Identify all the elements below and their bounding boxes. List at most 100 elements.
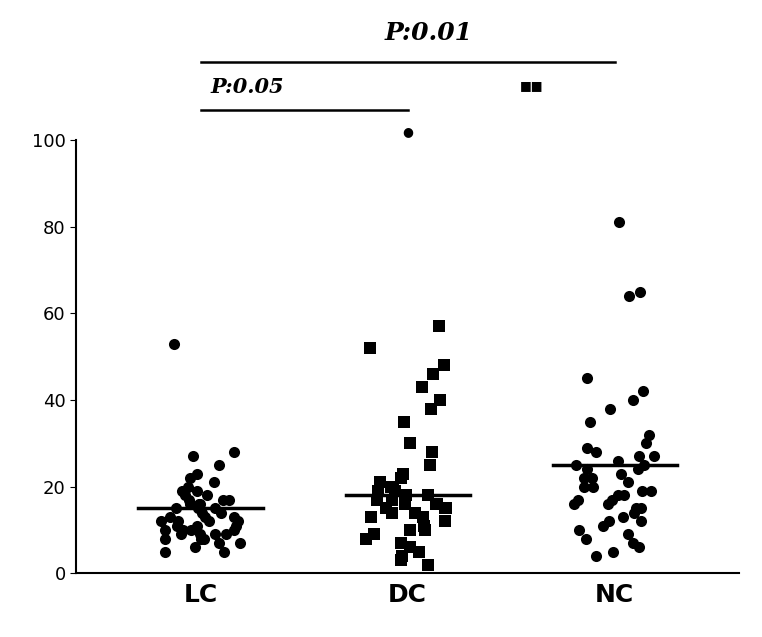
Point — [568, 499, 580, 509]
Point — [586, 473, 598, 483]
Text: ■■: ■■ — [520, 80, 544, 92]
Point — [580, 534, 592, 544]
Point — [385, 482, 397, 492]
Point — [219, 529, 232, 540]
Point — [187, 451, 200, 461]
Point — [175, 529, 187, 540]
Point — [184, 499, 196, 509]
Point — [395, 538, 407, 548]
Point — [184, 473, 196, 483]
Point — [215, 508, 227, 518]
Point — [632, 464, 645, 475]
Point — [648, 451, 661, 461]
Point — [207, 477, 219, 487]
Point — [607, 547, 619, 557]
Point — [416, 382, 428, 392]
Point — [389, 486, 401, 496]
Point — [379, 503, 392, 513]
Point — [191, 469, 203, 479]
Point — [168, 339, 180, 349]
Point — [395, 555, 408, 566]
Point — [399, 494, 411, 505]
Point — [232, 516, 244, 526]
Point — [203, 516, 215, 526]
Point — [618, 490, 630, 501]
Point — [194, 499, 206, 509]
Point — [628, 508, 640, 518]
Point — [622, 529, 634, 540]
Point — [634, 287, 646, 297]
Point — [155, 516, 167, 526]
Point — [427, 369, 439, 379]
Point — [229, 525, 241, 535]
Point — [409, 508, 421, 518]
Point — [218, 547, 230, 557]
Point — [200, 490, 213, 501]
Point — [184, 494, 196, 505]
Point — [395, 473, 407, 483]
Point — [627, 395, 639, 405]
Point — [209, 503, 221, 513]
Point — [372, 486, 384, 496]
Point — [387, 482, 399, 492]
Point — [158, 525, 171, 535]
Point — [633, 542, 645, 552]
Point — [170, 503, 182, 513]
Point — [223, 494, 235, 505]
Point — [590, 447, 602, 457]
Point — [604, 404, 616, 414]
Point — [426, 447, 438, 457]
Point — [418, 520, 430, 531]
Point — [159, 534, 171, 544]
Point — [190, 520, 203, 531]
Point — [438, 503, 450, 513]
Point — [636, 503, 648, 513]
Point — [216, 494, 229, 505]
Point — [399, 417, 411, 427]
Point — [230, 520, 242, 531]
Point — [360, 534, 373, 544]
Point — [189, 542, 201, 552]
Point — [177, 525, 189, 535]
Point — [622, 477, 634, 487]
Point — [172, 516, 184, 526]
Point — [587, 482, 599, 492]
Point — [623, 291, 635, 301]
Point — [213, 460, 225, 470]
Point — [182, 482, 194, 492]
Point — [602, 499, 614, 509]
Point — [581, 464, 594, 475]
Point — [395, 551, 408, 561]
Text: P:0.01: P:0.01 — [384, 21, 472, 45]
Point — [438, 361, 450, 371]
Point — [572, 494, 584, 505]
Point — [184, 525, 197, 535]
Point — [213, 538, 225, 548]
Point — [636, 486, 648, 496]
Point — [363, 343, 376, 353]
Point — [570, 460, 582, 470]
Point — [179, 490, 191, 501]
Point — [573, 525, 585, 535]
Point — [194, 529, 207, 540]
Point — [229, 512, 241, 522]
Point — [386, 508, 398, 518]
Point — [642, 429, 655, 440]
Point — [633, 451, 645, 461]
Point — [386, 494, 398, 505]
Point — [613, 217, 625, 227]
Point — [403, 542, 415, 552]
Point — [399, 499, 411, 509]
Point — [645, 486, 658, 496]
Point — [417, 512, 429, 522]
Point — [197, 534, 210, 544]
Point — [430, 499, 442, 509]
Point — [431, 499, 443, 509]
Point — [611, 455, 623, 466]
Point — [419, 525, 431, 535]
Point — [374, 477, 386, 487]
Point — [627, 538, 639, 548]
Point — [434, 395, 446, 405]
Point — [192, 503, 204, 513]
Point — [612, 490, 624, 501]
